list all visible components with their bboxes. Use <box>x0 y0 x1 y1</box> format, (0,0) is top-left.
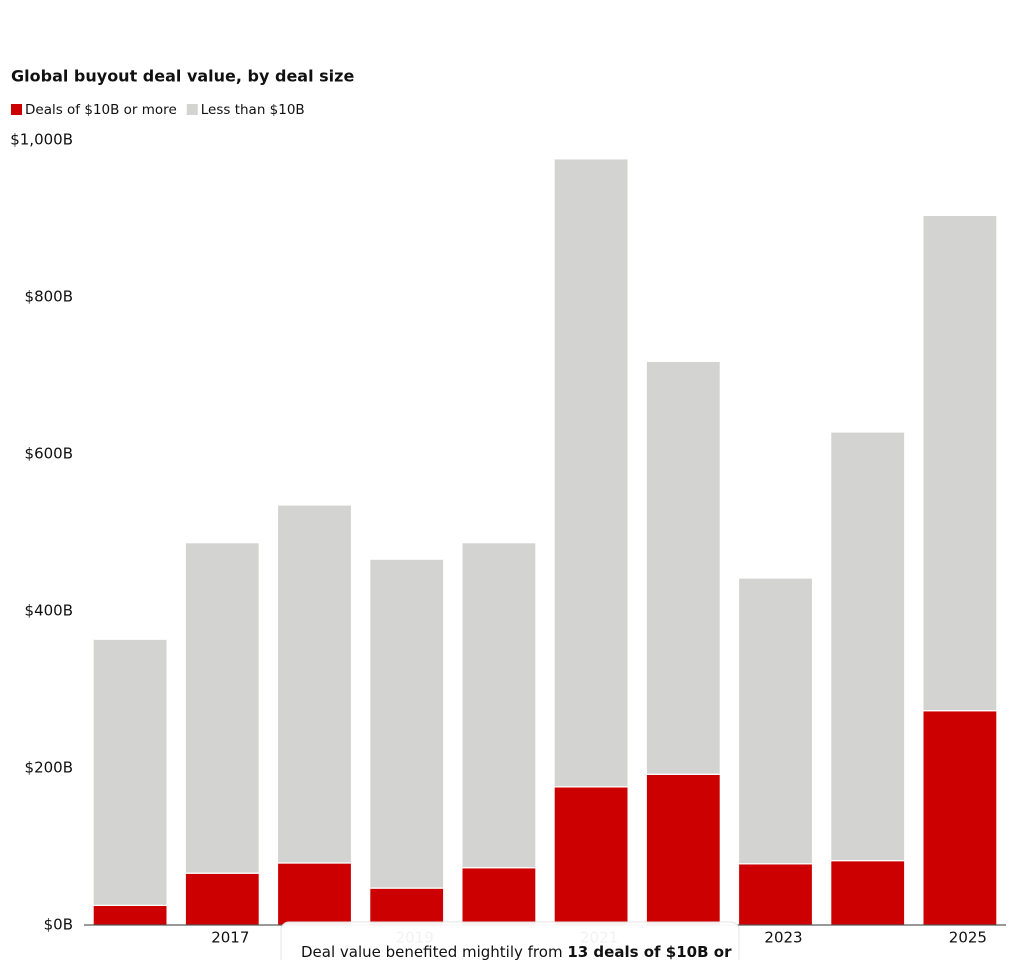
y-tick-label: $600B <box>25 445 73 463</box>
legend-swatch <box>11 104 22 115</box>
bar-segment <box>553 786 629 926</box>
bar-segment <box>276 862 353 926</box>
bar-segment <box>92 638 168 906</box>
y-tick-label: $0B <box>44 916 73 934</box>
bar-segment <box>184 542 260 874</box>
legend-swatch <box>186 104 198 115</box>
annotation-part: Deal value benefited mightily from <box>301 943 567 960</box>
bar-segment <box>737 577 814 865</box>
x-tick-label: 2023 <box>764 929 802 947</box>
y-tick-label: $1,000B <box>10 131 73 149</box>
annotation: Deal value benefited mightily from 13 de… <box>301 943 732 960</box>
bar-segment <box>369 887 445 926</box>
bar-segment <box>276 504 353 864</box>
chart-title: Global buyout deal value, by deal size <box>11 67 354 86</box>
bar-segment <box>645 773 721 926</box>
bar-segment <box>922 710 998 926</box>
y-tick-label: $800B <box>25 288 73 306</box>
y-tick-label: $400B <box>25 602 73 620</box>
annotation-part: 13 deals of $10B or <box>567 943 732 960</box>
bar-segment <box>922 214 998 712</box>
bar-segment <box>553 158 629 788</box>
bar-segment <box>645 360 721 775</box>
legend-label: Less than $10B <box>201 102 305 118</box>
x-tick-label: 2025 <box>949 929 987 947</box>
bar-segment <box>92 904 168 926</box>
bar-segment <box>461 542 537 869</box>
bar-segment <box>369 558 445 889</box>
bar-segment <box>830 431 906 862</box>
bar-segment <box>184 872 260 926</box>
y-tick-label: $200B <box>25 759 73 777</box>
bar-segment <box>461 867 537 926</box>
legend-label: Deals of $10B or more <box>25 102 177 118</box>
bar-segment <box>737 863 814 926</box>
x-tick-label: 2017 <box>211 929 249 947</box>
tooltip-box <box>280 921 740 960</box>
bar-segment <box>830 860 906 926</box>
